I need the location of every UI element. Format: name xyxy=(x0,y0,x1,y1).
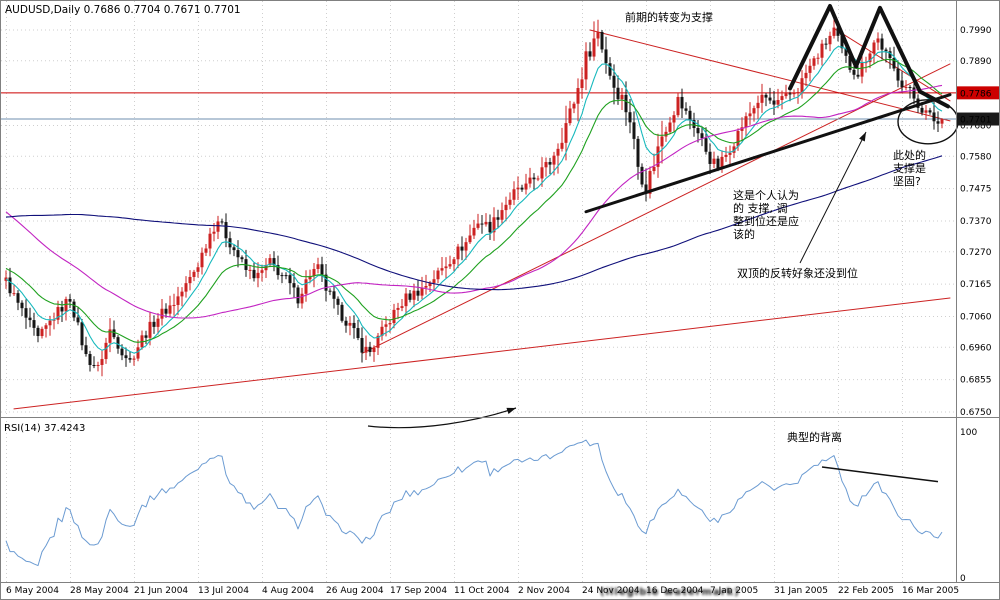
x-axis-date-label: 6 May 2004 xyxy=(6,586,59,596)
steep-ascending-support[interactable] xyxy=(361,63,951,354)
grid xyxy=(1,1,956,582)
y-axis-tick-label: 0.6855 xyxy=(960,376,992,386)
double-top-outline[interactable] xyxy=(788,4,950,109)
price-marker-label: 0.7786 xyxy=(960,89,992,99)
annotation-arrow[interactable] xyxy=(799,131,867,264)
chart-title: AUDUSD,Daily 0.7686 0.7704 0.7671 0.7701 xyxy=(5,4,241,16)
price-marker-box xyxy=(957,86,1000,100)
descending-from-nov-top[interactable] xyxy=(589,29,951,122)
rsi-line xyxy=(5,439,943,567)
x-axis-date-label: 26 Aug 2004 xyxy=(326,586,384,596)
rsi-scale-label: 0 xyxy=(960,574,966,584)
user-drawings[interactable] xyxy=(367,4,959,429)
curve-annotation[interactable] xyxy=(367,407,517,429)
y-axis-tick-label: 0.6750 xyxy=(960,408,992,418)
y-axis-tick-label: 0.7475 xyxy=(960,185,992,195)
x-axis-date-label: 22 Feb 2005 xyxy=(838,586,894,596)
x-axis-date-label: 24 Nov 2004 xyxy=(582,586,640,596)
y-axis-tick-label: 0.7580 xyxy=(960,152,992,162)
candlestick-series xyxy=(4,19,944,377)
divergence-note[interactable]: 典型的背离 xyxy=(787,430,842,444)
x-axis-date-label: 16 Mar 2005 xyxy=(902,586,959,596)
prior-resistance-note[interactable]: 前期的转变为支撑 xyxy=(625,10,713,24)
rsi-scale-label: 100 xyxy=(960,428,977,438)
y-axis-tick-label: 0.7680 xyxy=(960,122,992,132)
thick-black-support[interactable] xyxy=(584,93,952,214)
descending-from-feb-top[interactable] xyxy=(833,27,951,102)
y-axis-tick-label: 0.7990 xyxy=(960,26,992,36)
x-axis-date-label: 2 Nov 2004 xyxy=(518,586,570,596)
x-axis-date-label: 4 Aug 2004 xyxy=(262,586,314,596)
y-axis-tick-label: 0.7890 xyxy=(960,57,992,67)
x-axis-date-label: 16 Dec 2004 xyxy=(646,586,704,596)
x-axis-date-label: 21 Jun 2004 xyxy=(134,586,188,596)
x-axis-date-label: 17 Sep 2004 xyxy=(390,586,447,596)
long-ascending-support[interactable] xyxy=(13,297,951,410)
illegible-watermark: (illegible watermark) xyxy=(600,587,740,598)
ma-line-medium xyxy=(5,58,943,343)
y-axis-tick-label: 0.7270 xyxy=(960,248,992,258)
rsi-panel xyxy=(5,439,943,567)
x-axis-date-label: 31 Jan 2005 xyxy=(774,586,828,596)
y-axis-tick-label: 0.6960 xyxy=(960,343,992,353)
x-axis-date-label: 13 Jul 2004 xyxy=(198,586,249,596)
x-axis-date-label: 11 Oct 2004 xyxy=(454,586,510,596)
rsi-indicator-label: RSI(14) 37.4243 xyxy=(4,423,85,434)
support-solid-note[interactable]: 此处的支撑是坚固? xyxy=(893,148,926,188)
ma-line-fast xyxy=(5,46,943,354)
rsi-divergence-line[interactable] xyxy=(821,466,939,483)
ma-line-slow xyxy=(5,84,943,319)
trendlines[interactable] xyxy=(13,27,951,410)
personal-support-note[interactable]: 这是个人认为的 支撑, 调整到位还是应该的 xyxy=(733,188,799,241)
price-marker-box xyxy=(957,112,1000,126)
y-axis-tick-label: 0.7165 xyxy=(960,280,992,290)
moving-average-lines xyxy=(5,46,943,354)
support-ellipse[interactable] xyxy=(897,99,959,145)
x-axis-date-label: 28 May 2004 xyxy=(70,586,129,596)
axes: 0.7990 0.7890 0.7680 0.7580 0.7475 0.7370 0.72… xyxy=(6,26,1000,596)
ma-line-slowest xyxy=(5,155,943,291)
price-marker-label: 0.7701 xyxy=(960,116,992,126)
y-axis-tick-label: 0.7060 xyxy=(960,313,992,323)
double-top-note[interactable]: 双顶的反转好象还没到位 xyxy=(737,266,858,280)
y-axis-tick-label: 0.7370 xyxy=(960,217,992,227)
x-axis-date-label: 7 Jan 2005 xyxy=(710,586,758,596)
